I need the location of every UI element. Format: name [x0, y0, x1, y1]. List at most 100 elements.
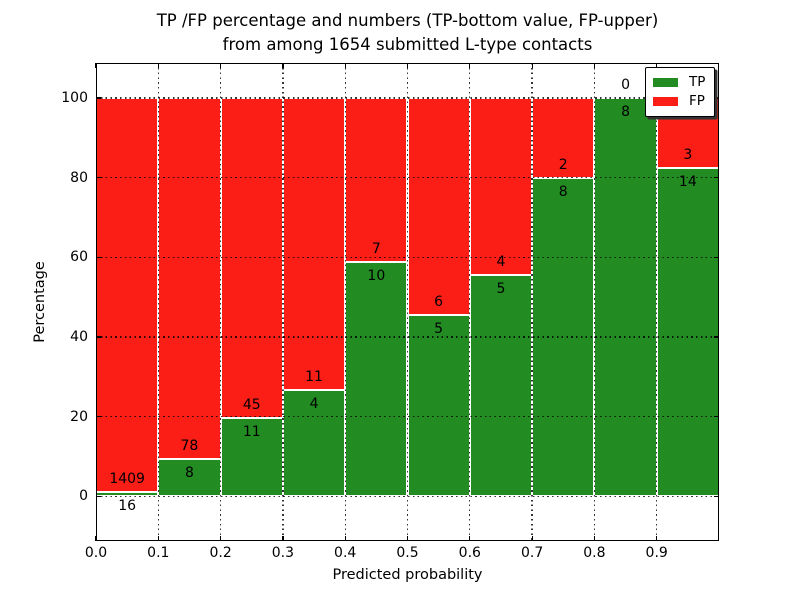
x-tick-mark-top	[95, 63, 97, 68]
fp-count-label: 45	[242, 397, 261, 414]
chart-title: TP /FP percentage and numbers (TP-bottom…	[156, 11, 659, 30]
fp-count-label: 6	[434, 294, 444, 311]
gridline-vertical	[406, 63, 409, 541]
y-tick-label: 100	[61, 90, 88, 107]
x-tick-label: 0.2	[209, 545, 232, 561]
y-tick-mark-left	[96, 495, 101, 498]
bar-segment-tp	[656, 168, 719, 497]
bar-segment-tp	[407, 315, 470, 497]
x-tick-mark-top	[157, 63, 159, 68]
tp-count-label: 5	[434, 321, 444, 338]
y-tick-mark-right	[714, 256, 719, 259]
x-tick-mark-top	[406, 63, 409, 68]
y-tick-label: 80	[70, 169, 88, 186]
tp-count-label: 4	[309, 396, 319, 413]
y-tick-mark-left	[96, 97, 101, 99]
x-tick-mark-bottom	[282, 536, 284, 541]
legend: TP FP	[645, 67, 715, 117]
gridline-vertical	[157, 63, 159, 541]
y-tick-mark-left	[96, 416, 101, 418]
gridline-vertical	[469, 63, 471, 541]
x-tick-mark-bottom	[344, 536, 346, 541]
y-tick-mark-right	[714, 177, 719, 179]
tp-count-label: 5	[496, 281, 506, 298]
x-tick-mark-top	[531, 63, 533, 68]
chart-title-block: TP /FP percentage and numbers (TP-bottom…	[96, 9, 719, 57]
y-tick-mark-left	[96, 177, 101, 179]
fp-count-label: 78	[180, 438, 199, 455]
bar-segment-tp	[469, 275, 533, 497]
bar-segment-fp	[532, 98, 595, 178]
x-tick-mark-top	[593, 63, 596, 68]
legend-entry-tp: TP	[653, 73, 708, 92]
bar-segment-tp	[282, 390, 346, 497]
fp-count-label: 11	[305, 369, 323, 386]
x-tick-mark-top	[282, 63, 284, 68]
gridline-vertical	[656, 63, 658, 541]
y-tick-mark-right	[714, 495, 719, 498]
bar-segment-fp	[407, 98, 470, 316]
fp-count-label: 3	[683, 147, 693, 164]
y-tick-label: 60	[70, 249, 88, 266]
fp-count-label: 1409	[109, 470, 145, 487]
x-axis-label: Predicted probability	[332, 567, 483, 583]
x-tick-label: 0.3	[271, 545, 295, 561]
bar-segment-tp	[594, 98, 657, 497]
chart-subtitle: from among 1654 submitted L-type contact…	[222, 35, 593, 54]
tp-color-swatch	[653, 78, 678, 87]
y-tick-mark-left	[96, 256, 101, 259]
x-tick-label: 0.1	[147, 545, 170, 561]
x-tick-mark-bottom	[531, 536, 533, 541]
x-tick-label: 0.9	[645, 545, 668, 561]
x-tick-mark-top	[656, 63, 658, 68]
y-tick-mark-left	[96, 336, 101, 338]
bar-segment-fp	[469, 98, 533, 276]
gridline-vertical	[219, 63, 222, 541]
legend-label-fp: FP	[689, 92, 705, 109]
x-tick-label: 0.6	[458, 545, 481, 561]
y-tick-label: 20	[70, 408, 88, 425]
gridline-vertical	[344, 63, 346, 541]
tp-count-label: 16	[118, 497, 137, 514]
fp-count-label: 7	[371, 241, 381, 258]
y-tick-mark-right	[714, 416, 719, 418]
bar-segment-fp	[220, 98, 283, 419]
tp-count-label: 8	[621, 104, 631, 121]
tp-count-label: 14	[678, 174, 697, 191]
x-tick-label: 0.8	[583, 545, 606, 561]
tp-count-label: 10	[367, 268, 386, 285]
bar-segment-fp	[158, 98, 221, 460]
fp-count-label: 2	[558, 156, 568, 173]
tp-count-label: 11	[242, 424, 261, 441]
y-tick-label: 0	[79, 488, 88, 505]
bar-segment-tp	[220, 418, 283, 497]
x-tick-mark-bottom	[406, 536, 409, 541]
tp-count-label: 8	[558, 183, 568, 200]
bar-segment-fp	[345, 98, 408, 263]
x-tick-label: 0.0	[84, 545, 108, 561]
bar-segment-tp	[345, 262, 408, 497]
x-tick-mark-bottom	[220, 536, 222, 541]
gridline-vertical	[531, 63, 533, 541]
x-tick-mark-top	[344, 63, 346, 68]
x-tick-mark-bottom	[656, 536, 658, 541]
x-tick-mark-bottom	[157, 536, 159, 541]
fp-color-swatch	[653, 97, 678, 106]
x-tick-mark-top	[469, 63, 471, 68]
fp-count-label: 4	[496, 254, 506, 271]
gridline-vertical	[282, 63, 284, 541]
y-tick-mark-right	[714, 336, 719, 338]
x-tick-label: 0.7	[520, 545, 544, 561]
x-tick-label: 0.5	[396, 545, 419, 561]
legend-label-tp: TP	[689, 73, 706, 90]
bar-segment-fp	[96, 98, 159, 492]
tp-count-label: 8	[184, 465, 194, 482]
x-tick-mark-bottom	[469, 536, 471, 541]
fp-count-label: 0	[621, 77, 631, 94]
y-tick-mark-right	[714, 97, 719, 99]
y-tick-label: 40	[70, 329, 88, 346]
bar-segment-fp	[282, 98, 346, 391]
x-tick-mark-bottom	[593, 536, 596, 541]
legend-entry-fp: FP	[653, 92, 708, 111]
